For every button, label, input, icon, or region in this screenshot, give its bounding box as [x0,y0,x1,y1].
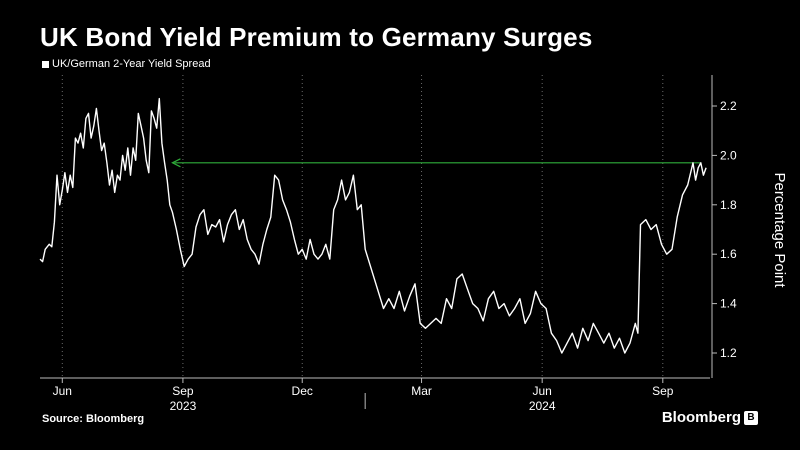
y-axis-label: Percentage Point [771,172,788,288]
bloomberg-terminal-icon: B [744,410,758,425]
x-tick-label: Jun [532,384,551,398]
series-line-uk-german-spread [39,97,707,354]
legend-label: UK/German 2-Year Yield Spread [52,58,211,70]
y-tick-label: 1.8 [720,198,737,212]
y-tick-label: 2.0 [720,148,737,162]
y-tick-label: 2.2 [720,99,737,113]
x-tick-label: Sep [172,384,194,398]
brand-name: Bloomberg [661,409,741,426]
year-label: 2024 [529,399,556,413]
y-tick-label: 1.6 [720,247,737,261]
annotation-arrow [171,158,701,168]
y-tick-label: 1.2 [720,346,737,360]
arrow-head [171,158,181,168]
brand-logo: Bloomberg B [662,409,758,426]
x-tick-label: Mar [411,384,432,398]
series-group [39,97,707,354]
legend: UK/German 2-Year Yield Spread [42,58,211,70]
y-tick-label: 1.4 [720,297,737,311]
x-tick-label: Jun [53,384,72,398]
source-note: Source: Bloomberg [42,413,145,425]
chart-title: UK Bond Yield Premium to Germany Surges [40,22,593,52]
x-tick-label: Sep [652,384,674,398]
year-label: 2023 [170,399,197,413]
x-tick-label: Dec [292,384,313,398]
legend-swatch [42,60,49,68]
grid-lines [61,75,664,378]
